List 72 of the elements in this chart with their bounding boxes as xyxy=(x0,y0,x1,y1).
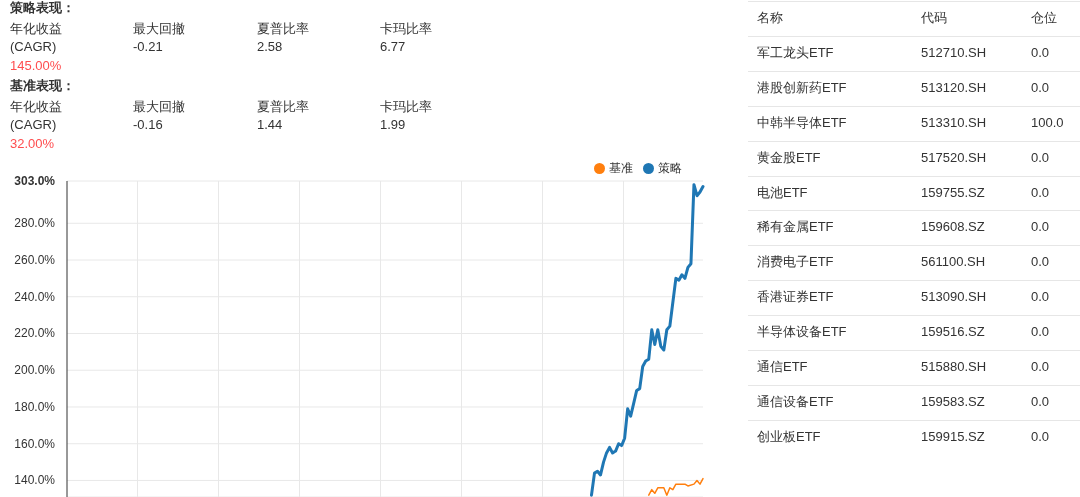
text: 通信ETF xyxy=(757,359,808,375)
text: 最大回撤 xyxy=(133,99,185,115)
text: 名称 xyxy=(757,10,783,26)
text: 港股创新药ETF xyxy=(757,79,847,96)
text: -0.16 xyxy=(133,117,163,133)
text: 0.0 xyxy=(1031,184,1050,201)
legend-label: 策略 xyxy=(658,161,682,175)
y-tick-label: 303.0% xyxy=(14,174,56,188)
text: 515880.SH xyxy=(921,359,987,375)
text: -0.21 xyxy=(133,39,163,55)
text: 6.77 xyxy=(380,39,406,55)
text: 消费电子ETF xyxy=(757,254,834,271)
text: 2.58 xyxy=(257,39,283,55)
y-tick-label: 140.0% xyxy=(14,473,56,488)
text: (CAGR) xyxy=(10,39,57,55)
text: 561100.SH xyxy=(921,254,986,271)
text: 仓位 xyxy=(1031,10,1057,26)
text: 0.0 xyxy=(1031,393,1050,410)
y-tick-label: 260.0% xyxy=(14,253,56,267)
text: 100.0 xyxy=(1031,114,1064,131)
text: 145.00% xyxy=(10,58,62,74)
y-tick-label: 160.0% xyxy=(14,436,56,451)
text: 0.0 xyxy=(1031,44,1050,61)
text: 年化收益 xyxy=(10,99,62,115)
legend-label: 基准 xyxy=(609,161,633,175)
text: 159516.SZ xyxy=(921,324,985,341)
text: 香港证券ETF xyxy=(757,289,834,306)
text: 0.0 xyxy=(1031,428,1050,445)
text: 电池ETF xyxy=(757,184,808,201)
y-tick-label: 280.0% xyxy=(14,216,56,231)
text: 512710.SH xyxy=(921,44,987,61)
text: 159755.SZ xyxy=(921,184,985,201)
text: 最大回撤 xyxy=(133,21,185,37)
text: 黄金股ETF xyxy=(757,149,821,166)
text: 策略表现： xyxy=(10,0,75,16)
y-tick-label: 180.0% xyxy=(14,399,56,414)
text: 0.0 xyxy=(1031,79,1050,96)
text: 卡玛比率 xyxy=(380,21,432,37)
text: 创业板ETF xyxy=(757,428,821,445)
text: 卡玛比率 xyxy=(380,99,432,115)
text: 513090.SH xyxy=(921,289,987,306)
text: 0.0 xyxy=(1031,254,1050,271)
text: 中韩半导体ETF xyxy=(757,114,847,131)
y-tick-label: 240.0% xyxy=(14,289,56,304)
text: 代码 xyxy=(921,10,947,26)
text: 0.0 xyxy=(1031,289,1050,306)
text: 0.0 xyxy=(1031,149,1050,166)
text: 513120.SH xyxy=(921,79,987,96)
text: 0.0 xyxy=(1031,324,1050,341)
text: 年化收益 xyxy=(10,21,62,37)
text: 半导体设备ETF xyxy=(757,324,847,341)
text: 0.0 xyxy=(1031,219,1050,236)
text: 32.00% xyxy=(10,136,55,152)
text: 1.99 xyxy=(380,117,406,133)
y-tick-label: 200.0% xyxy=(14,363,56,378)
line-series xyxy=(647,477,704,496)
text: 159608.SZ xyxy=(921,219,985,236)
y-tick-label: 220.0% xyxy=(14,326,56,341)
text: 0.0 xyxy=(1031,359,1050,375)
line-series xyxy=(589,183,705,497)
text: 稀有金属ETF xyxy=(757,219,834,236)
text: (CAGR) xyxy=(10,117,57,133)
text: 513310.SH xyxy=(921,114,987,131)
text: 夏普比率 xyxy=(257,21,309,37)
text: 基准表现： xyxy=(10,78,75,94)
text: 159915.SZ xyxy=(921,428,985,445)
text: 1.44 xyxy=(257,117,283,133)
text: 通信设备ETF xyxy=(757,393,834,410)
text: 517520.SH xyxy=(921,149,987,166)
text: 军工龙头ETF xyxy=(757,44,834,61)
text: 159583.SZ xyxy=(921,393,985,410)
text: 夏普比率 xyxy=(257,99,309,115)
